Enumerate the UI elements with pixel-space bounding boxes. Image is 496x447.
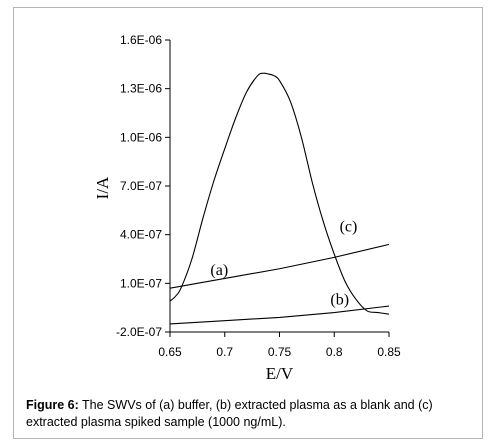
- series-layer: [169, 72, 390, 325]
- y-tick-label: 1.0E-07: [120, 276, 162, 290]
- series-line-2: [169, 305, 390, 325]
- y-tick-label: 1.0E-06: [120, 130, 162, 144]
- y-axis-title: I/A: [93, 176, 112, 199]
- x-tick-label: 0.7: [216, 345, 233, 359]
- y-tick-label: 1.3E-06: [120, 82, 162, 96]
- x-tick-label: 0.75: [268, 345, 292, 359]
- x-tick-label: 0.85: [377, 345, 401, 359]
- series-line-3: [169, 72, 390, 315]
- figure-caption: Figure 6: The SWVs of (a) buffer, (b) ex…: [26, 397, 478, 431]
- y-tick-label: 1.6E-06: [120, 33, 162, 47]
- swv-chart: -2.0E-07 1.0E-07 4.0E-07 7.0E-07 1.0E-06 1.3E…: [93, 33, 401, 383]
- series-line-1: [169, 243, 390, 289]
- figure-frame: [13, 7, 483, 439]
- x-tick-label: 0.65: [158, 345, 182, 359]
- axes: -2.0E-07 1.0E-07 4.0E-07 7.0E-07 1.0E-06 1.3E…: [116, 33, 401, 359]
- x-tick-label: 0.8: [326, 345, 343, 359]
- y-tick-label: 7.0E-07: [120, 179, 162, 193]
- caption-text: The SWVs of (a) buffer, (b) extracted pl…: [26, 398, 433, 429]
- x-axis-title: E/V: [266, 364, 294, 383]
- y-tick-label: -2.0E-07: [116, 325, 162, 339]
- series-annotation: (a): [210, 262, 228, 279]
- annotation-layer: (a) (b) (c): [210, 218, 357, 308]
- series-annotation: (b): [330, 291, 349, 308]
- series-annotation: (c): [340, 218, 358, 235]
- y-tick-label: 4.0E-07: [120, 228, 162, 242]
- caption-label: Figure 6:: [26, 398, 79, 412]
